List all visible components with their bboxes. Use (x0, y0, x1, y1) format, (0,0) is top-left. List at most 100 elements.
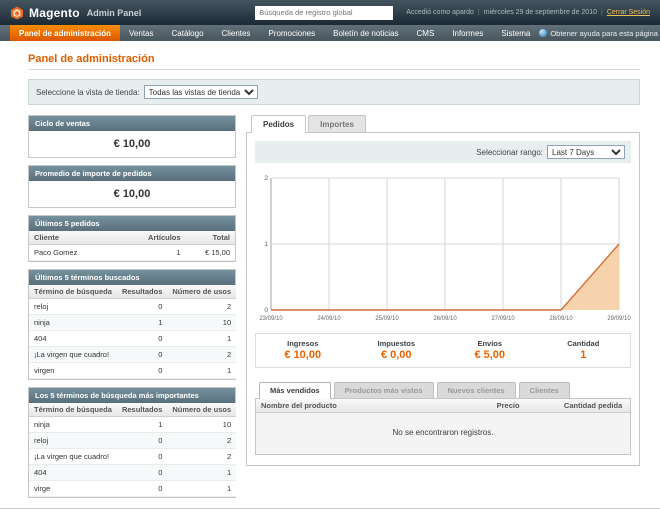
box-title: Últimos 5 términos buscados (29, 270, 235, 285)
logged-in-as: Accedió como apardo (406, 9, 474, 16)
svg-text:28/09/10: 28/09/10 (549, 316, 573, 322)
tab-most-viewed[interactable]: Productos más vistos (333, 382, 434, 398)
column-header: Número de usos (167, 285, 237, 299)
stat-revenue: Ingresos € 10,00 (256, 339, 350, 361)
store-view-label: Seleccione la vista de tienda: (36, 87, 140, 97)
column-header: Cantidad pedida (558, 399, 630, 413)
help-link[interactable]: Obtener ayuda para esta página (539, 25, 660, 41)
table-cell: € 15,00 (185, 244, 235, 261)
global-search-input[interactable] (255, 5, 394, 20)
column-header: Artículos (136, 231, 186, 245)
table-cell: 1 (136, 244, 186, 261)
table-row[interactable]: 404 0 1 (29, 464, 237, 481)
nav-item-system[interactable]: Sistema (501, 28, 531, 38)
table-cell: 0 (116, 362, 168, 379)
stat-label: Cantidad (567, 339, 600, 348)
svg-text:2: 2 (264, 175, 268, 182)
table-cell: 1 (116, 416, 168, 433)
svg-text:0: 0 (264, 307, 268, 314)
nav-item-catalog[interactable]: Catálogo (171, 28, 204, 38)
table-row[interactable]: ¡La virgen que cuadro! 0 2 (29, 448, 237, 465)
nav-item-reports[interactable]: Informes (452, 28, 484, 38)
box-title: Últimos 5 pedidos (29, 216, 235, 231)
table-row[interactable]: reloj 0 2 (29, 298, 237, 315)
table-cell: 1 (167, 362, 237, 379)
table-cell: 1 (167, 480, 237, 497)
column-header: Número de usos (167, 403, 237, 417)
nav-item-sales[interactable]: Ventas (129, 28, 154, 38)
content-area: Panel de administración Seleccione la vi… (0, 41, 660, 509)
table-cell: ninja (29, 314, 117, 331)
nav-item-cms[interactable]: CMS (416, 28, 435, 38)
last-orders-box: Últimos 5 pedidos Cliente Artículos Tota… (28, 215, 236, 262)
help-label: Obtener ayuda para esta página (550, 28, 658, 38)
top-search-terms-table: Término de búsqueda Resultados Número de… (29, 403, 237, 497)
logo-subtitle: Admin Panel (86, 7, 142, 18)
svg-text:23/09/10: 23/09/10 (259, 316, 283, 322)
products-table: Nombre del producto Precio Cantidad pedi… (256, 399, 630, 413)
column-header: Nombre del producto (256, 399, 492, 413)
table-row[interactable]: ninja 1 10 (29, 314, 237, 331)
header-date: miércoles 29 de septiembre de 2010 (483, 9, 597, 16)
column-header: Cliente (29, 231, 137, 245)
column-header: Precio (491, 399, 559, 413)
nav-item-promotions[interactable]: Promociones (268, 28, 316, 38)
table-cell: virge (29, 480, 117, 497)
table-cell: 1 (167, 330, 237, 347)
table-cell: virgen (29, 362, 117, 379)
table-cell: 0 (116, 330, 168, 347)
logo-title: Magento (29, 5, 80, 20)
nav-item-dashboard[interactable]: Panel de administración (10, 25, 121, 41)
header-user-info: Accedió como apardo | miércoles 29 de se… (406, 9, 650, 16)
tab-customers[interactable]: Clientes (518, 382, 570, 398)
table-row[interactable]: ¡La virgen que cuadro! 0 2 (29, 346, 237, 363)
page-title: Panel de administración (28, 53, 155, 65)
range-select[interactable]: Last 7 Days (547, 145, 625, 159)
table-cell: 10 (167, 314, 237, 331)
tab-new-customers[interactable]: Nuevos clientes (436, 382, 516, 398)
column-header: Total (185, 231, 235, 245)
tab-amounts[interactable]: Importes (308, 115, 366, 132)
tab-orders[interactable]: Pedidos (251, 115, 307, 133)
dashboard-panel: Pedidos Importes Seleccionar rango: Last… (246, 115, 640, 466)
table-cell: 0 (116, 448, 168, 465)
table-cell: 404 (29, 464, 117, 481)
svg-text:29/09/10: 29/09/10 (607, 316, 631, 322)
stat-value: 1 (580, 349, 587, 361)
products-table-box: Nombre del producto Precio Cantidad pedi… (255, 398, 631, 455)
table-cell: 1 (167, 464, 237, 481)
header-bar: Magento Admin Panel Accedió como apardo … (0, 0, 660, 25)
table-cell: ¡La virgen que cuadro! (29, 346, 117, 363)
orders-panel: Seleccionar rango: Last 7 Days 23/09/10 2… (246, 132, 640, 466)
nav-item-newsletter[interactable]: Boletín de noticias (333, 28, 399, 38)
table-cell: 10 (167, 416, 237, 433)
nav-item-customers[interactable]: Clientes (221, 28, 251, 38)
box-title: Promedio de importe de pedidos (29, 166, 235, 181)
table-row[interactable]: reloj 0 2 (29, 432, 237, 449)
title-rule (28, 69, 640, 70)
table-row[interactable]: Paco Gomez 1 € 15,00 (29, 244, 235, 261)
stat-label: Ingresos (287, 339, 319, 348)
table-row[interactable]: virge 0 1 (29, 480, 237, 497)
stat-value: € 0,00 (380, 349, 412, 361)
table-row[interactable]: virgen 0 1 (29, 362, 237, 379)
table-cell: ninja (29, 416, 117, 433)
product-tabs: Más vendidos Productos más vistos Nuevos… (255, 382, 631, 399)
table-cell: 0 (116, 464, 168, 481)
table-cell: reloj (29, 432, 117, 449)
orders-chart: 23/09/10 24/09/10 25/09/10 26/09/10 27/09/10… (255, 172, 631, 324)
tab-bestsellers[interactable]: Más vendidos (259, 382, 331, 399)
logout-link[interactable]: Cerrar Sesión (606, 9, 650, 16)
table-row[interactable]: 404 0 1 (29, 330, 237, 347)
box-title: Los 5 términos de búsqueda más important… (29, 388, 235, 403)
last-orders-table: Cliente Artículos Total Paco Gomez 1 € 15,… (29, 231, 235, 261)
table-cell: 2 (167, 432, 237, 449)
top-search-terms-box: Los 5 términos de búsqueda más important… (28, 387, 237, 498)
range-label: Seleccionar rango: (476, 147, 543, 157)
table-row[interactable]: ninja 1 10 (29, 416, 237, 433)
store-view-select[interactable]: Todas las vistas de tienda (143, 85, 258, 99)
chart-tabs: Pedidos Importes (246, 115, 640, 133)
table-cell: 0 (116, 346, 168, 363)
table-cell: reloj (29, 298, 117, 315)
column-header: Resultados (116, 285, 168, 299)
